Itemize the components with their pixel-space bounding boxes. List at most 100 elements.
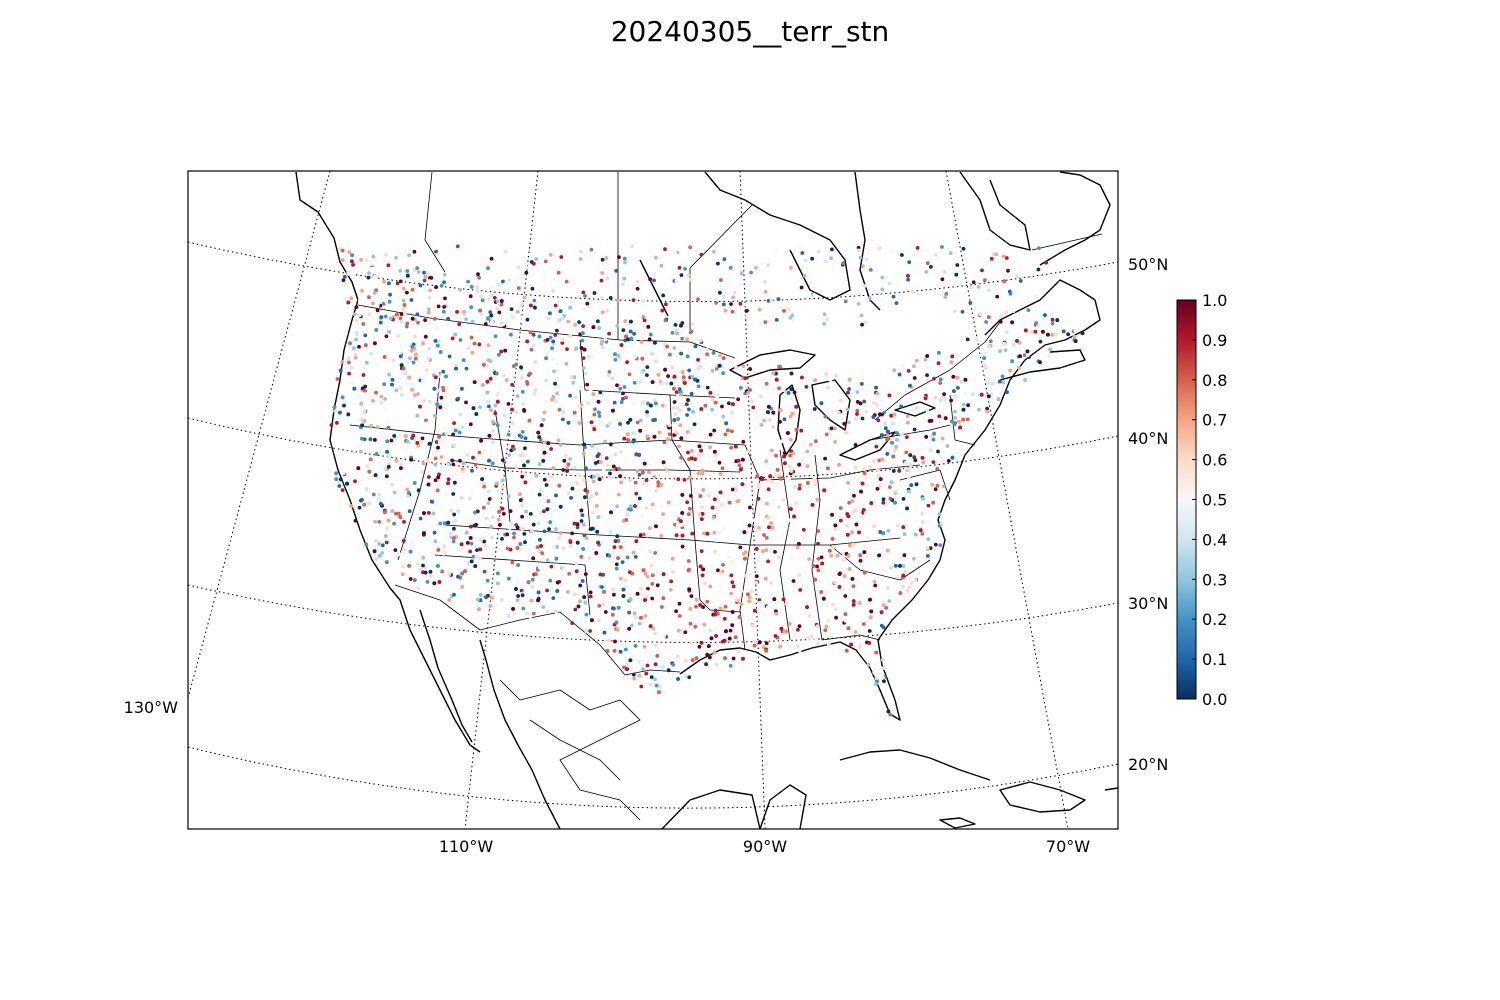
station-point xyxy=(618,545,623,549)
station-point xyxy=(387,372,391,377)
station-point xyxy=(994,252,999,257)
station-point xyxy=(359,417,364,422)
station-point xyxy=(815,564,819,569)
station-point xyxy=(579,346,584,350)
station-point xyxy=(421,337,425,341)
station-point xyxy=(651,626,655,631)
station-point xyxy=(518,542,523,546)
station-point xyxy=(582,442,586,447)
station-point xyxy=(702,622,707,627)
station-point xyxy=(390,377,395,382)
station-point xyxy=(693,624,698,629)
station-point xyxy=(525,339,530,344)
station-point xyxy=(854,522,859,527)
station-point xyxy=(907,476,911,481)
station-point xyxy=(405,439,410,444)
station-point xyxy=(479,438,483,443)
station-point xyxy=(500,484,505,489)
station-point xyxy=(629,336,634,341)
station-point xyxy=(447,598,452,602)
station-point xyxy=(763,576,768,581)
station-point xyxy=(761,592,766,597)
station-point xyxy=(437,568,441,573)
station-point xyxy=(838,398,843,403)
station-point xyxy=(713,612,717,617)
station-point xyxy=(531,522,536,527)
station-point xyxy=(746,390,751,395)
station-point xyxy=(794,501,799,505)
station-point xyxy=(936,361,941,366)
station-point xyxy=(534,473,539,478)
station-point xyxy=(996,397,1001,402)
station-point xyxy=(620,582,625,587)
station-point xyxy=(436,475,441,480)
station-point xyxy=(709,636,714,641)
station-point xyxy=(739,575,744,580)
station-point xyxy=(557,536,562,541)
station-point xyxy=(801,441,806,446)
station-point xyxy=(858,401,863,406)
station-point xyxy=(612,592,616,597)
station-point xyxy=(453,332,458,337)
station-point xyxy=(485,578,490,583)
station-point xyxy=(365,464,370,468)
station-point xyxy=(422,399,426,403)
station-point xyxy=(602,590,606,594)
station-point xyxy=(508,509,513,513)
station-point xyxy=(470,350,475,355)
station-point xyxy=(829,426,834,431)
station-point xyxy=(784,477,789,482)
station-point xyxy=(717,363,722,368)
station-point xyxy=(646,401,650,406)
station-point xyxy=(648,682,653,687)
station-point xyxy=(763,289,768,294)
station-point xyxy=(482,539,486,544)
station-point xyxy=(393,548,398,552)
station-point xyxy=(416,320,420,325)
station-point xyxy=(334,471,339,476)
colorbar-tick-label: 0.6 xyxy=(1202,451,1227,470)
longitude-graticule xyxy=(188,171,1069,829)
station-point xyxy=(628,504,633,509)
station-point xyxy=(645,663,650,668)
station-point xyxy=(856,302,861,306)
station-point xyxy=(614,562,619,567)
station-point xyxy=(568,393,572,398)
station-point xyxy=(507,278,512,282)
station-point xyxy=(412,249,417,254)
station-point xyxy=(587,449,592,453)
station-point xyxy=(432,386,437,391)
station-point xyxy=(374,538,378,543)
station-point xyxy=(465,541,470,545)
station-point xyxy=(581,547,585,551)
station-point xyxy=(727,636,732,641)
station-point xyxy=(641,667,645,671)
station-point xyxy=(461,461,466,465)
station-point xyxy=(734,365,738,370)
station-point xyxy=(417,567,422,572)
station-point xyxy=(866,662,871,667)
station-point xyxy=(455,310,459,314)
station-point xyxy=(429,551,434,556)
station-point xyxy=(362,502,367,507)
station-point xyxy=(828,626,833,631)
station-point xyxy=(788,526,793,531)
station-point xyxy=(714,301,719,305)
station-point xyxy=(725,496,730,501)
station-point xyxy=(866,619,871,623)
station-point xyxy=(733,635,738,640)
station-point xyxy=(645,537,650,542)
station-point xyxy=(782,417,787,422)
station-point xyxy=(561,410,566,415)
station-point xyxy=(783,583,787,588)
station-point xyxy=(718,490,723,495)
station-point xyxy=(643,614,648,618)
station-point xyxy=(875,391,880,396)
station-point xyxy=(954,272,959,277)
station-point xyxy=(481,505,486,510)
colorbar-tick-label: 0.2 xyxy=(1202,610,1227,629)
station-point xyxy=(860,481,865,486)
station-point xyxy=(475,289,480,294)
station-point xyxy=(591,392,596,396)
station-point xyxy=(544,483,549,487)
